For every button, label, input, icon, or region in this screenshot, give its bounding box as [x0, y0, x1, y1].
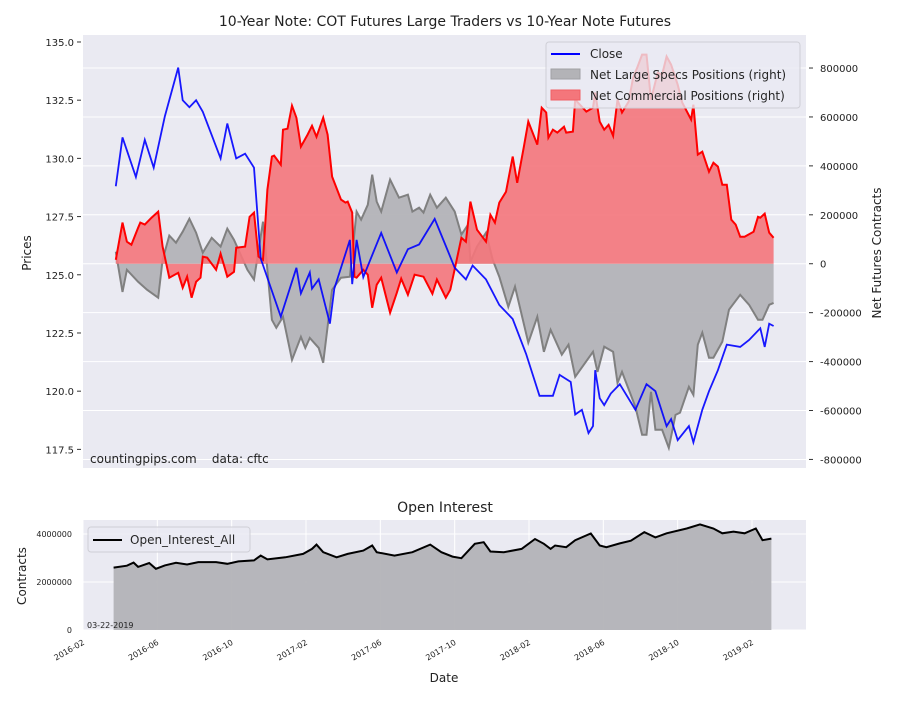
oi-tick-label: 2000000 [36, 578, 72, 587]
right-tick-label: 0 [820, 260, 826, 271]
left-axis-ticks: 117.5 120.0 122.5 125.0 127.5 130.0 132.5 135.0 [45, 38, 81, 456]
right-tick-label: 400000 [820, 162, 858, 173]
legend-specs-swatch [550, 68, 581, 80]
main-chart-title: 10-Year Note: COT Futures Large Traders … [219, 14, 671, 30]
date-tick-label: 2019-02 [722, 638, 755, 663]
oi-y-axis-label: Contracts [15, 547, 29, 605]
date-axis-ticks: 2016-02 2016-06 2016-10 2017-02 2017-06 2017-… [53, 638, 755, 663]
open-interest-line [113, 523, 772, 570]
legend-oi-label: Open_Interest_All [130, 533, 235, 547]
left-tick-label: 127.5 [45, 213, 74, 224]
left-tick-label: 135.0 [45, 38, 74, 49]
specs-area [115, 174, 774, 448]
right-tick-label: 200000 [820, 211, 858, 222]
date-tick-label: 2016-02 [53, 638, 86, 663]
right-tick-label: 600000 [820, 113, 858, 124]
left-tick-label: 125.0 [45, 271, 74, 282]
legend-specs-label: Net Large Specs Positions (right) [590, 68, 786, 82]
date-axis-label: Date [430, 671, 459, 685]
left-tick-label: 122.5 [45, 329, 74, 340]
oi-chart-title: Open Interest [397, 500, 493, 516]
left-tick-label: 120.0 [45, 387, 74, 398]
date-tick-label: 2018-10 [647, 638, 680, 663]
date-tick-label: 2017-06 [350, 638, 383, 663]
date-tick-label: 2017-10 [424, 638, 457, 663]
right-axis-label: Net Futures Contracts [870, 187, 884, 318]
open-interest-series [113, 523, 772, 630]
left-tick-label: 132.5 [45, 96, 74, 107]
left-axis-label: Prices [20, 235, 34, 271]
right-tick-label: -400000 [820, 358, 862, 369]
oi-legend: Open_Interest_All [87, 526, 251, 553]
right-tick-label: -600000 [820, 407, 862, 418]
legend-comm-swatch [550, 89, 581, 101]
right-tick-label: 800000 [820, 64, 858, 75]
close-series [114, 67, 775, 446]
right-axis-ticks: -800000 -600000 -400000 -200000 0 200000 40000… [809, 64, 862, 466]
legend-close-label: Close [590, 47, 623, 61]
legend-comm-label: Net Commercial Positions (right) [590, 89, 785, 103]
left-tick-label: 130.0 [45, 154, 74, 165]
left-tick-label: 117.5 [45, 445, 74, 456]
date-tick-label: 2016-06 [127, 638, 160, 663]
oi-tick-label: 0 [67, 626, 72, 635]
oi-tick-label: 4000000 [36, 530, 72, 539]
date-tick-label: 2017-02 [276, 638, 309, 663]
right-tick-label: -200000 [820, 309, 862, 320]
date-tick-label: 2018-06 [573, 638, 606, 663]
open-interest-area [113, 524, 772, 630]
commercial-area [115, 54, 774, 313]
right-tick-label: -800000 [820, 455, 862, 466]
date-tick-label: 2016-10 [201, 638, 234, 663]
date-tick-label: 2018-02 [499, 638, 532, 663]
oi-y-axis-ticks: 0 2000000 4000000 [36, 530, 72, 635]
last-date-annotation: 03-22-2019 [87, 621, 134, 630]
main-legend: Close Net Large Specs Positions (right) … [545, 41, 801, 109]
close-line [114, 67, 775, 446]
source-annotation: countingpips.com data: cftc [90, 452, 269, 466]
